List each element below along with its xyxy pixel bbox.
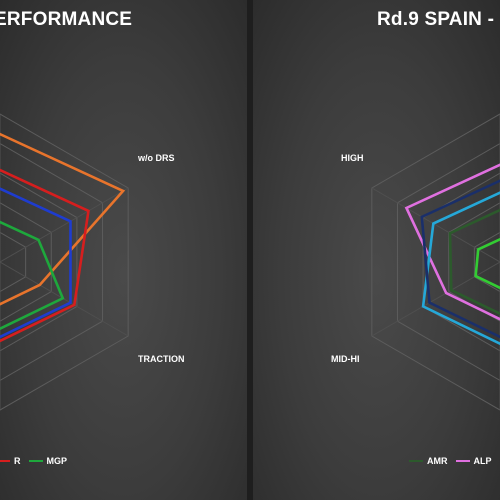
radar-series-2 — [0, 168, 90, 343]
legend-item: MGP — [28, 456, 68, 466]
right-chart-title: Rd.9 SPAIN - ( — [377, 9, 500, 30]
legend-label: R — [14, 456, 21, 466]
radar-series-1 — [404, 163, 500, 321]
legend-swatch — [28, 460, 43, 462]
legend-swatch — [0, 460, 10, 462]
radar-series-4 — [0, 220, 65, 331]
left-legend: R MGP — [0, 456, 75, 466]
left-chart-title: ERFORMANCE — [0, 9, 133, 30]
grid-ring — [371, 113, 500, 411]
legend-label: AMR — [427, 456, 448, 466]
axis-label-wo-drs: w/o DRS — [138, 153, 175, 163]
axis-label-high: HIGH — [341, 153, 364, 163]
radar-series-3 — [420, 179, 500, 339]
legend-item: AMR — [409, 456, 448, 466]
grid-spoke — [371, 187, 500, 263]
grid-ring — [0, 113, 129, 411]
left-radar-panel: ERFORMANCE w/o DRS TRACTION R MGP — [0, 0, 247, 500]
legend-swatch — [455, 460, 470, 462]
radar-series-5 — [474, 237, 500, 290]
radar-series-1 — [0, 132, 126, 306]
legend-label: ALP — [473, 456, 492, 466]
grid-spoke — [0, 187, 129, 263]
radar-series-4 — [448, 208, 500, 316]
panel-divider — [247, 0, 253, 500]
legend-swatch — [409, 460, 423, 462]
radar-series-3 — [0, 187, 72, 339]
radar-series-2 — [421, 191, 500, 346]
right-legend: AMR ALP — [409, 456, 500, 466]
legend-item: R — [0, 456, 21, 466]
left-radar-chart — [0, 113, 129, 411]
right-radar-panel: Rd.9 SPAIN - ( HIGH MID-HI AMR ALP — [253, 0, 500, 500]
legend-item: ALP — [455, 456, 492, 466]
axis-label-traction: TRACTION — [138, 354, 185, 364]
grid-ring — [0, 231, 27, 293]
right-radar-chart — [371, 113, 500, 411]
legend-label: MGP — [46, 456, 68, 466]
grid-spoke — [371, 261, 500, 337]
axis-label-mid-hi: MID-HI — [331, 354, 360, 364]
